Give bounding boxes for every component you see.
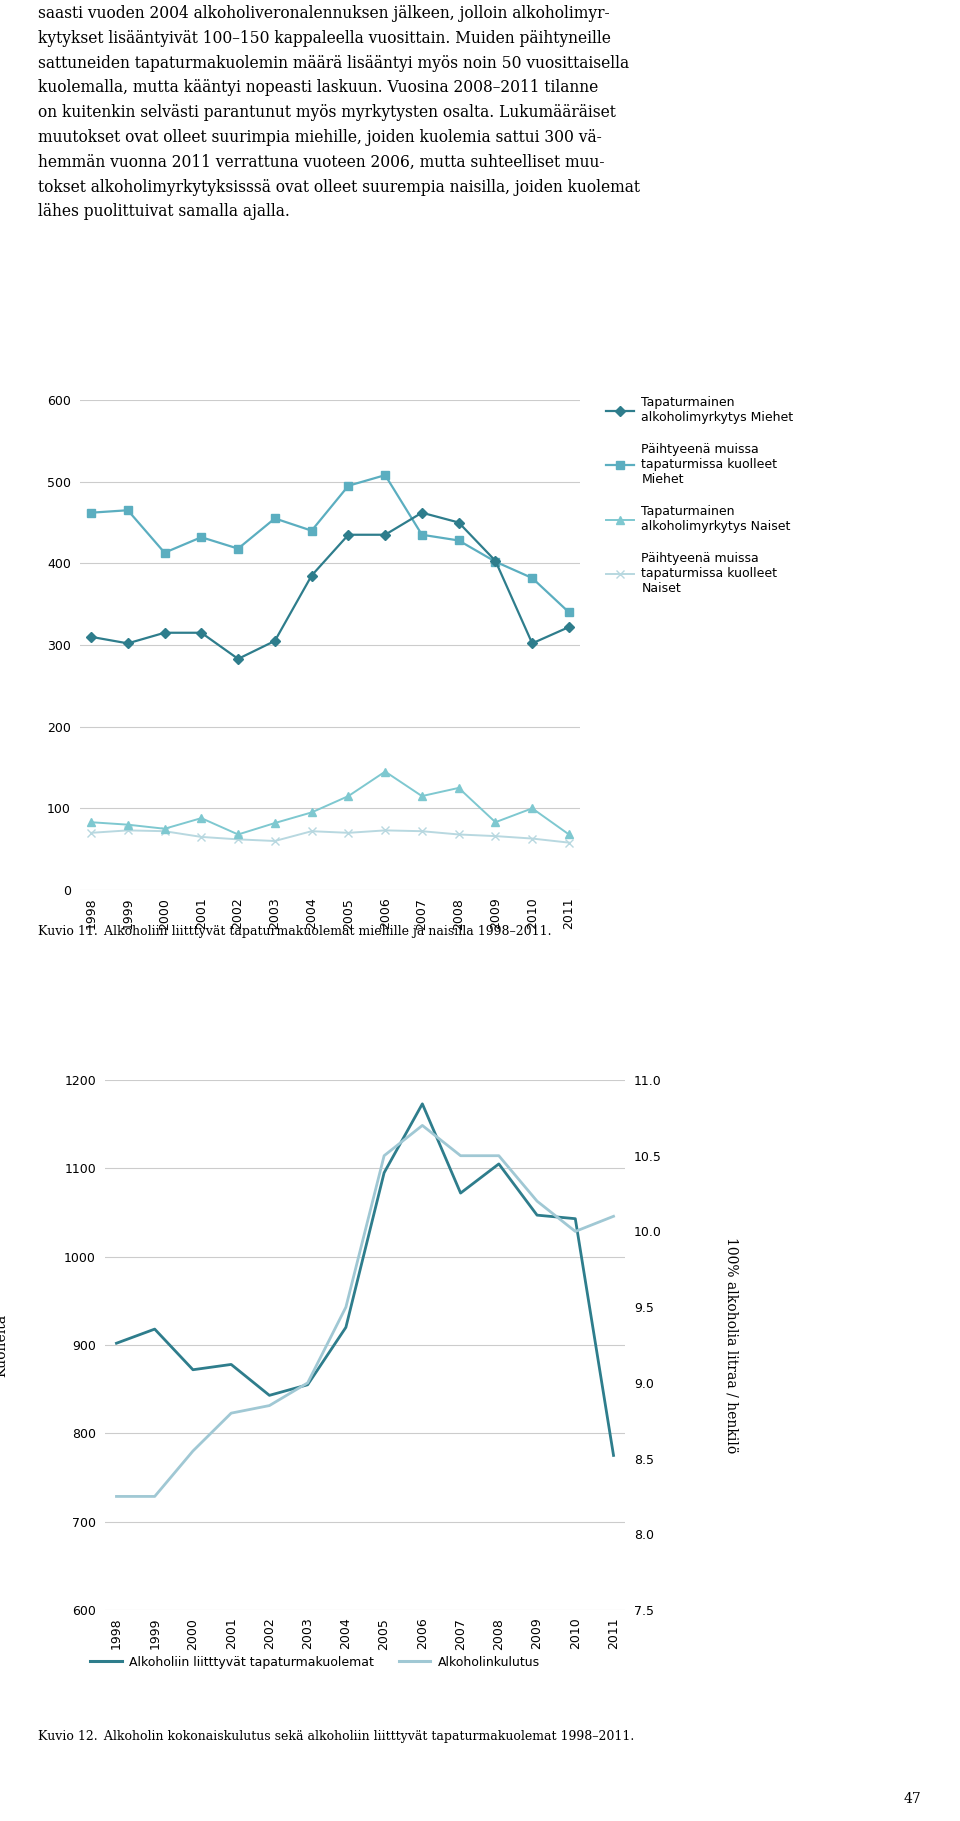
Legend: Alkoholiin liitttyvät tapaturmakuolemat, Alkoholinkulutus: Alkoholiin liitttyvät tapaturmakuolemat,… xyxy=(85,1652,545,1673)
Legend: Tapaturmainen
alkoholimyrkytys Miehet, Päihtyeenä muissa
tapaturmissa kuolleet
M: Tapaturmainen alkoholimyrkytys Miehet, P… xyxy=(607,397,793,595)
Y-axis label: 100% alkoholia litraa / henkilö: 100% alkoholia litraa / henkilö xyxy=(724,1236,738,1453)
Y-axis label: Kuolleita: Kuolleita xyxy=(0,1313,9,1377)
Text: saasti vuoden 2004 alkoholiveronalennuksen jälkeen, jolloin alkoholimyr-
kytykse: saasti vuoden 2004 alkoholiveronalennuks… xyxy=(38,5,640,220)
Text: 47: 47 xyxy=(904,1792,922,1806)
Text: Kuvio 11. Alkoholiin liitttyvät tapaturmakuolemat miehille ja naisilla 1998–2011: Kuvio 11. Alkoholiin liitttyvät tapaturm… xyxy=(38,925,552,938)
Text: Kuvio 12. Alkoholin kokonaiskulutus sekä alkoholiin liitttyvät tapaturmakuolemat: Kuvio 12. Alkoholin kokonaiskulutus sekä… xyxy=(38,1730,635,1743)
